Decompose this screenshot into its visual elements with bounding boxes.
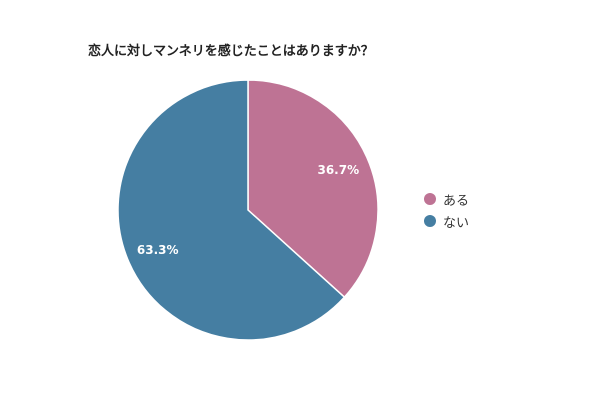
legend-label-nai: ない — [443, 215, 470, 231]
legend-swatch-nai — [424, 215, 436, 227]
chart-title: 恋人に対しマンネリを感じたことはありますか？ — [88, 44, 374, 59]
legend-item-nai[interactable]: ない — [424, 210, 469, 232]
data-label-0: 36.7% — [317, 163, 359, 177]
data-label-1: 63.3% — [137, 243, 179, 257]
legend: ある ない — [424, 188, 469, 232]
pie-slice-0[interactable] — [247, 79, 379, 299]
pie-slice-1[interactable] — [117, 79, 346, 341]
legend-item-aru[interactable]: ある — [424, 188, 469, 210]
legend-label-aru: ある — [443, 193, 470, 209]
legend-swatch-aru — [424, 193, 436, 205]
